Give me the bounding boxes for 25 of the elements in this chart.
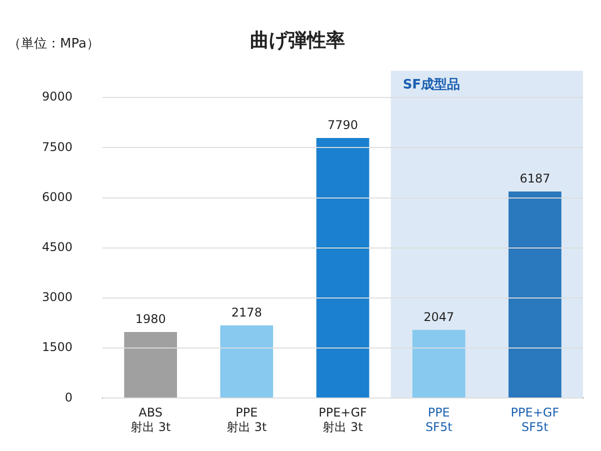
x-tick-label: PPE+GF SF5t bbox=[510, 406, 560, 434]
y-tick-label: 9000 bbox=[42, 90, 73, 104]
band-label: SF成型品 bbox=[402, 78, 460, 93]
bar bbox=[508, 192, 562, 398]
y-tick-label: 6000 bbox=[42, 190, 73, 204]
y-tick-label: 7500 bbox=[42, 140, 73, 154]
data-label: 2178 bbox=[231, 306, 262, 320]
y-tick-label: 4500 bbox=[42, 240, 73, 254]
x-tick-label: PPE SF5t bbox=[425, 406, 453, 434]
y-tick-label: 3000 bbox=[42, 290, 73, 304]
chart-title: 曲げ弾性率 bbox=[250, 29, 345, 52]
data-label: 2047 bbox=[424, 310, 454, 324]
x-tick-label: PPE+GF 射出 3t bbox=[318, 406, 368, 434]
bar bbox=[412, 330, 466, 398]
data-label: 7790 bbox=[327, 118, 358, 132]
y-tick-label: 1500 bbox=[42, 340, 73, 354]
data-label: 1980 bbox=[135, 312, 166, 326]
data-label: 6187 bbox=[520, 172, 550, 186]
y-tick-label: 0 bbox=[64, 390, 73, 404]
y-axis-title: （単位：MPa） bbox=[8, 36, 100, 52]
bar bbox=[316, 138, 370, 398]
x-tick-label: PPE 射出 3t bbox=[226, 406, 268, 434]
bar bbox=[220, 325, 274, 398]
x-tick-label: ABS 射出 3t bbox=[130, 406, 171, 434]
bar bbox=[124, 332, 178, 398]
